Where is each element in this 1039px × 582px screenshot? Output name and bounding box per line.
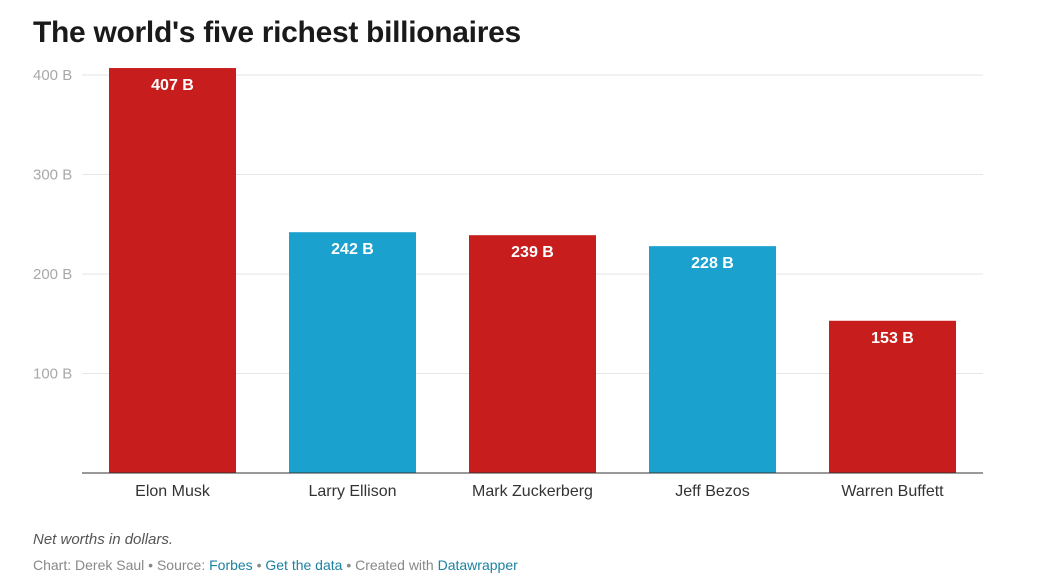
x-tick-label: Larry Ellison xyxy=(308,483,396,500)
bar-elon-musk xyxy=(109,68,236,473)
footer-separator: • xyxy=(144,557,157,573)
footer-source-label: Source: xyxy=(156,557,210,573)
source-link[interactable]: Forbes xyxy=(209,557,253,573)
y-tick-label: 200 B xyxy=(33,266,72,283)
bar-value-label: 239 B xyxy=(511,244,554,261)
footer-created-label: Created with xyxy=(355,557,438,573)
bar-value-label: 153 B xyxy=(871,330,914,347)
labels: 100 B 200 B 300 B 400 B 407 B Elon Musk 242 B L… xyxy=(33,67,944,500)
y-tick-label: 100 B xyxy=(33,366,72,383)
bar-larry-ellison xyxy=(289,232,416,473)
x-tick-label: Mark Zuckerberg xyxy=(472,483,593,500)
chart-footer: Chart: Derek Saul • Source: Forbes • Get… xyxy=(33,557,518,573)
footer-separator: • xyxy=(252,557,266,573)
bar-warren-buffett xyxy=(829,320,956,473)
bar-value-label: 407 B xyxy=(151,77,194,94)
bars xyxy=(109,68,956,473)
bar-value-label: 228 B xyxy=(691,255,734,272)
get-data-link[interactable]: Get the data xyxy=(265,557,343,573)
datawrapper-link[interactable]: Datawrapper xyxy=(437,557,518,573)
bar-chart: 100 B 200 B 300 B 400 B 407 B Elon Musk 242 B L… xyxy=(33,67,983,500)
footer-chart-credit: Chart: Derek Saul xyxy=(33,557,145,573)
chart-title: The world's five richest billionaires xyxy=(33,16,521,49)
x-tick-label: Jeff Bezos xyxy=(675,483,749,500)
bar-jeff-bezos xyxy=(649,246,776,473)
bar-mark-zuckerberg xyxy=(469,235,596,473)
chart-description: Net worths in dollars. xyxy=(33,531,174,548)
y-tick-label: 400 B xyxy=(33,67,72,84)
x-tick-label: Warren Buffett xyxy=(841,483,944,500)
footer-separator: • xyxy=(342,557,356,573)
bar-value-label: 242 B xyxy=(331,241,374,258)
y-tick-label: 300 B xyxy=(33,167,72,184)
x-tick-label: Elon Musk xyxy=(135,483,211,500)
